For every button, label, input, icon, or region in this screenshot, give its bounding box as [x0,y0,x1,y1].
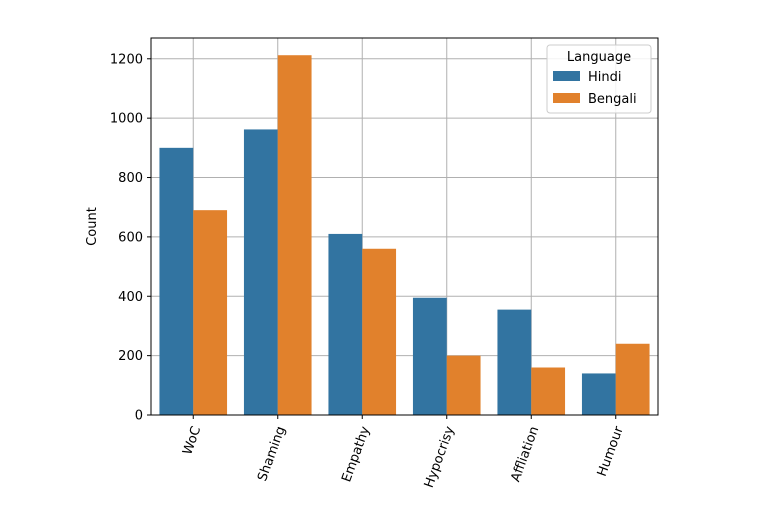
bar-hindi-empathy [328,233,363,415]
legend-label-bengali: Bengali [588,92,637,107]
y-tick-label: 0 [135,409,143,424]
bar-hindi-shaming [243,129,278,415]
bar-bengali-empathy [362,248,397,415]
bars [159,55,650,416]
bar-bengali-woc [193,210,228,415]
y-tick-label: 1000 [110,112,143,127]
legend-swatch-hindi [553,71,580,81]
y-tick-label: 800 [118,171,143,186]
legend-swatch-bengali [553,93,580,103]
y-tick-label: 200 [118,349,143,364]
bar-bengali-hypocrisy [446,355,481,415]
y-axis-label: Count [85,207,100,246]
legend-title: Language [567,50,631,65]
legend: Language Hindi Bengali [546,44,652,114]
y-tick-label: 600 [118,230,143,245]
legend-items: Hindi Bengali [553,70,637,107]
bar-hindi-hypocrisy [412,297,447,415]
bar-bengali-affliation [531,367,566,415]
y-tick-label: 1200 [110,52,143,67]
bar-hindi-woc [159,147,194,415]
plot-frame [150,37,659,416]
y-tick-label: 400 [118,290,143,305]
bar-hindi-affliation [497,309,532,415]
bar-bengali-humour [615,343,650,415]
bar-bengali-shaming [277,55,312,416]
bar-hindi-humour [581,373,616,415]
legend-label-hindi: Hindi [588,70,622,85]
